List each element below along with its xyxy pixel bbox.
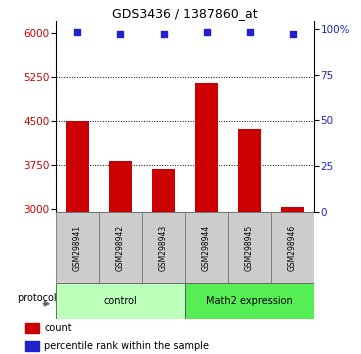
Bar <box>25 323 39 333</box>
Bar <box>142 212 185 283</box>
Bar <box>99 212 142 283</box>
Text: GSM298941: GSM298941 <box>73 225 82 271</box>
Bar <box>228 212 271 283</box>
Point <box>290 31 295 37</box>
Title: GDS3436 / 1387860_at: GDS3436 / 1387860_at <box>112 7 258 20</box>
Point <box>204 29 209 35</box>
Text: count: count <box>44 323 72 333</box>
Text: GSM298946: GSM298946 <box>288 225 297 271</box>
Text: GSM298942: GSM298942 <box>116 225 125 271</box>
Point <box>247 29 252 35</box>
Text: GSM298943: GSM298943 <box>159 225 168 271</box>
Bar <box>56 283 185 319</box>
Bar <box>25 341 39 351</box>
Text: GSM298944: GSM298944 <box>202 225 211 271</box>
Text: percentile rank within the sample: percentile rank within the sample <box>44 341 209 351</box>
Bar <box>66 121 89 212</box>
Text: GSM298945: GSM298945 <box>245 225 254 271</box>
Bar <box>185 212 228 283</box>
Bar <box>152 170 175 212</box>
Text: Math2 expression: Math2 expression <box>206 296 293 306</box>
Point <box>161 31 166 37</box>
Bar <box>56 212 99 283</box>
Text: protocol: protocol <box>17 293 56 303</box>
Bar <box>185 283 314 319</box>
Bar <box>195 83 218 212</box>
Point <box>118 31 123 37</box>
Text: control: control <box>104 296 137 306</box>
Bar <box>109 161 132 212</box>
Bar <box>281 207 304 212</box>
Point <box>75 29 81 35</box>
Bar <box>238 129 261 212</box>
Bar <box>271 212 314 283</box>
